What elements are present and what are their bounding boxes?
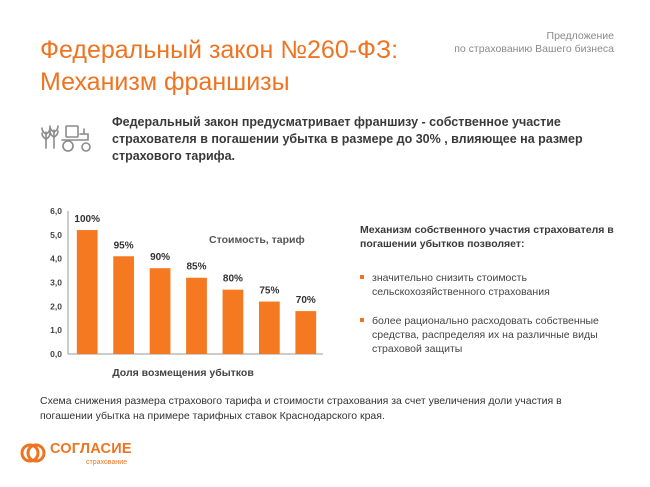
list-item: значительно снизить стоимость сельскохоз…: [360, 271, 630, 299]
page-title-line2: Механизм франшизы: [40, 68, 290, 96]
bar: [76, 230, 98, 354]
tariff-chart-svg: 0,0 1,0 2,0 3,0 4,0 5,0 6,0 100% 95% 90% 85% 80% 75…: [50, 206, 323, 379]
bullet-icon: [360, 275, 364, 279]
bar-data-label: 80%: [223, 274, 243, 285]
bar-data-label: 90%: [150, 252, 170, 263]
bars: [76, 230, 317, 354]
y-tick-label: 5,0: [50, 230, 62, 240]
chart-caption: Схема снижения размера страхового тарифа…: [40, 395, 562, 422]
list-item-text: значительно снизить стоимость сельскохоз…: [372, 272, 550, 298]
proposal-line2: по страхованию Вашего бизнеса: [454, 43, 614, 55]
bar: [258, 301, 280, 354]
bar: [149, 268, 171, 354]
bar: [113, 256, 135, 354]
page-title: Федеральный закон №260-ФЗ: Механизм фран…: [40, 34, 460, 98]
company-logo: СОГЛАСИЕ страхование: [20, 438, 170, 468]
bar-data-labels: 100% 95% 90% 85% 80% 75% 70%: [74, 214, 315, 306]
proposal-line1: Предложение: [546, 30, 614, 42]
list-item-text: более рационально расходовать собственны…: [372, 315, 599, 355]
bar-data-label: 75%: [259, 286, 279, 297]
y-tick-label: 1,0: [50, 325, 62, 335]
bar-data-label: 85%: [186, 262, 206, 273]
mechanism-heading: Механизм собственного участия страховате…: [360, 224, 614, 250]
bar-data-label: 100%: [74, 214, 100, 225]
lead-text: Федеральный закон предусматривает франши…: [112, 115, 583, 163]
mechanism-block: Механизм собственного участия страховате…: [360, 223, 630, 371]
y-tick-label: 6,0: [50, 206, 62, 216]
bar: [186, 277, 207, 354]
page-title-line1: Федеральный закон №260-ФЗ:: [40, 36, 399, 64]
mechanism-list: значительно снизить стоимость сельскохоз…: [360, 271, 630, 356]
bar: [222, 289, 244, 354]
y-tick-label: 4,0: [50, 254, 62, 264]
logo-mark-icon: [20, 443, 46, 463]
lead-block: Федеральный закон предусматривает франши…: [40, 114, 630, 174]
bar: [295, 311, 317, 354]
bar-data-label: 70%: [296, 295, 316, 306]
tractor-wheat-icon: [41, 125, 91, 152]
bar-data-label: 95%: [114, 240, 134, 251]
x-axis-label: Доля возмещения убытков: [112, 367, 254, 379]
logo-name: СОГЛАСИЕ: [50, 441, 132, 457]
y-tick-label: 2,0: [50, 301, 62, 311]
bullet-icon: [360, 318, 364, 322]
tariff-chart: 0,0 1,0 2,0 3,0 4,0 5,0 6,0 100% 95% 90% 85% 80% 75…: [38, 205, 328, 380]
list-item: более рационально расходовать собственны…: [360, 314, 630, 356]
series-label: Стоимость, тариф: [209, 234, 305, 246]
logo-subtitle: страхование: [86, 459, 128, 466]
y-tick-label: 3,0: [50, 278, 62, 288]
proposal-caption: Предложение по страхованию Вашего бизнес…: [454, 30, 614, 56]
y-tick-label: 0,0: [50, 349, 62, 359]
y-tick-labels: 0,0 1,0 2,0 3,0 4,0 5,0 6,0: [50, 206, 62, 359]
